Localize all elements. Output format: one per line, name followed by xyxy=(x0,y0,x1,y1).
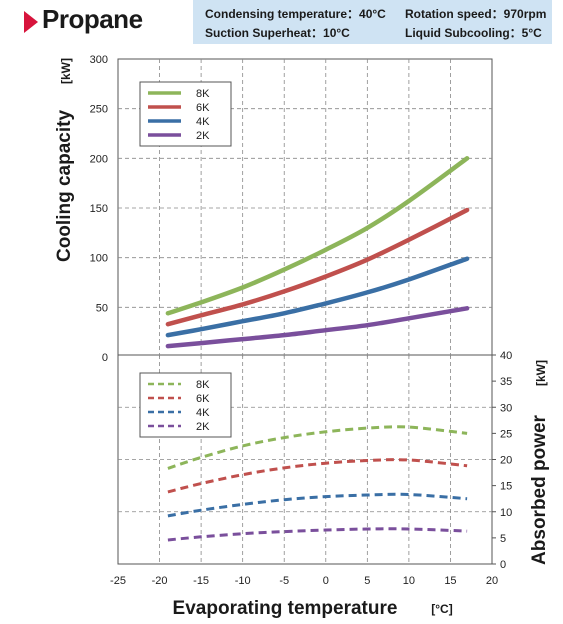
power-series-4K xyxy=(167,492,468,518)
cooling-legend-label-6K: 6K xyxy=(196,102,210,114)
x-tick-label: -20 xyxy=(152,575,168,587)
top-y-tick-label: 150 xyxy=(90,203,108,215)
bottom-y-tick-label: 10 xyxy=(500,507,512,519)
top-y-tick-label: 300 xyxy=(90,54,108,66)
bottom-y-tick-label: 5 xyxy=(500,533,506,545)
power-legend-label-4K: 4K xyxy=(196,407,210,419)
cooling-legend-label-4K: 4K xyxy=(196,116,210,128)
top-y-tick-label: 0 xyxy=(102,352,108,364)
cooling-series-2K xyxy=(165,306,470,349)
x-tick-label: 0 xyxy=(323,575,329,587)
bottom-y-tick-label: 0 xyxy=(500,559,506,571)
cooling-capacity-axis-label: Cooling capacity xyxy=(54,110,75,262)
title-arrow-icon xyxy=(24,11,38,33)
power-series-6K xyxy=(167,458,468,494)
x-tick-label: 15 xyxy=(444,575,456,587)
chart-title: Propane xyxy=(42,4,143,34)
cooling-legend-label-8K: 8K xyxy=(196,88,210,100)
top-y-tick-label: 100 xyxy=(90,253,108,265)
top-y-tick-label: 50 xyxy=(96,302,108,314)
x-tick-label: 5 xyxy=(364,575,370,587)
evaporating-temperature-unit: [°C] xyxy=(431,602,452,616)
x-tick-label: -25 xyxy=(110,575,126,587)
cooling-series-6K xyxy=(165,207,470,327)
absorbed-power-axis-label: Absorbed power xyxy=(529,414,550,565)
x-tick-label: -10 xyxy=(235,575,251,587)
bottom-y-tick-label: 30 xyxy=(500,402,512,414)
cooling-capacity-unit: [kW] xyxy=(59,58,73,84)
power-legend-label-2K: 2K xyxy=(196,421,210,433)
x-tick-label: 20 xyxy=(486,575,498,587)
liquid-subcooling: Liquid Subcooling：5°C xyxy=(405,26,542,40)
bottom-y-tick-label: 35 xyxy=(500,376,512,388)
x-tick-label: -15 xyxy=(193,575,209,587)
absorbed-power-unit: [kW] xyxy=(534,360,548,386)
condensing-temperature: Condensing temperature：40°C xyxy=(205,7,386,21)
cooling-series-4K xyxy=(165,256,470,338)
top-y-tick-label: 200 xyxy=(90,153,108,165)
cooling-series-8K xyxy=(165,156,470,316)
cooling-legend-label-2K: 2K xyxy=(196,130,210,142)
power-legend-label-6K: 6K xyxy=(196,393,210,405)
power-legend xyxy=(139,372,232,438)
bottom-y-tick-label: 25 xyxy=(500,428,512,440)
evaporating-temperature-axis-label: Evaporating temperature xyxy=(173,598,398,619)
conditions-box: Condensing temperature：40°C Rotation spe… xyxy=(193,0,552,44)
bottom-y-tick-label: 40 xyxy=(500,350,512,362)
power-series-8K xyxy=(167,425,468,470)
power-series-2K xyxy=(167,527,468,542)
suction-superheat: Suction Superheat：10°C xyxy=(205,26,350,40)
bottom-y-tick-label: 20 xyxy=(500,455,512,467)
top-y-tick-label: 250 xyxy=(90,104,108,116)
x-tick-label: -5 xyxy=(279,575,289,587)
bottom-y-tick-label: 15 xyxy=(500,481,512,493)
power-legend-label-8K: 8K xyxy=(196,379,210,391)
rotation-speed: Rotation speed：970rpm xyxy=(405,7,547,21)
x-tick-label: 10 xyxy=(403,575,415,587)
